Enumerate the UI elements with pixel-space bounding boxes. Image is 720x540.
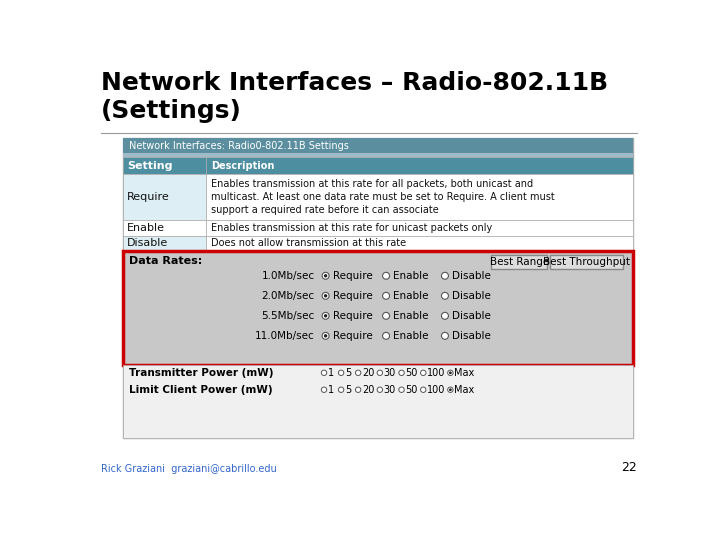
Text: 5: 5	[345, 368, 351, 378]
Circle shape	[321, 370, 327, 375]
Text: Limit Client Power (mW): Limit Client Power (mW)	[129, 384, 272, 395]
Circle shape	[322, 312, 329, 319]
Bar	[122, 174, 206, 220]
Text: Enables transmission at this rate for all packets, both unicast and: Enables transmission at this rate for al…	[211, 179, 533, 189]
Text: Enable: Enable	[393, 271, 428, 281]
Circle shape	[399, 387, 404, 393]
Circle shape	[377, 370, 382, 375]
Circle shape	[382, 292, 390, 299]
Text: 50: 50	[405, 384, 418, 395]
Text: 1.0Mb/sec: 1.0Mb/sec	[261, 271, 315, 281]
Text: Disable: Disable	[452, 271, 491, 281]
Circle shape	[449, 372, 451, 374]
Bar	[122, 138, 632, 438]
Bar	[122, 157, 206, 174]
Text: Disable: Disable	[452, 311, 491, 321]
Bar	[206, 220, 632, 236]
Text: Enable: Enable	[393, 291, 428, 301]
Text: Best Range: Best Range	[490, 257, 549, 267]
Text: 1: 1	[328, 368, 334, 378]
Text: Network Interfaces: Radio0-802.11B Settings: Network Interfaces: Radio0-802.11B Setti…	[129, 140, 348, 151]
Text: Data Rates:: Data Rates:	[129, 256, 202, 266]
Text: Require: Require	[333, 271, 372, 281]
Text: Enable: Enable	[127, 223, 165, 233]
Circle shape	[441, 333, 449, 339]
Text: 30: 30	[384, 384, 396, 395]
Circle shape	[420, 370, 426, 375]
Circle shape	[382, 333, 390, 339]
Bar	[122, 236, 206, 251]
Bar	[206, 157, 632, 174]
Circle shape	[382, 312, 390, 319]
Text: Network Interfaces – Radio-802.11B: Network Interfaces – Radio-802.11B	[101, 71, 608, 95]
Circle shape	[356, 370, 361, 375]
Circle shape	[338, 387, 344, 393]
Text: 5: 5	[345, 384, 351, 395]
Text: 11.0Mb/sec: 11.0Mb/sec	[255, 331, 315, 341]
Bar	[206, 236, 632, 251]
Text: Does not allow transmission at this rate: Does not allow transmission at this rate	[211, 239, 406, 248]
Circle shape	[324, 314, 328, 318]
Bar	[492, 255, 547, 269]
Circle shape	[324, 334, 328, 338]
Text: Setting: Setting	[127, 161, 173, 171]
Text: Disable: Disable	[127, 239, 168, 248]
Text: 50: 50	[405, 368, 418, 378]
Circle shape	[324, 294, 328, 298]
Text: 100: 100	[427, 384, 446, 395]
Circle shape	[338, 370, 344, 375]
Text: Rick Graziani  graziani@cabrillo.edu: Rick Graziani graziani@cabrillo.edu	[101, 464, 276, 475]
Circle shape	[356, 387, 361, 393]
Circle shape	[449, 388, 451, 391]
Text: Enables transmission at this rate for unicast packets only: Enables transmission at this rate for un…	[211, 223, 492, 233]
Text: Transmitter Power (mW): Transmitter Power (mW)	[129, 368, 274, 378]
Circle shape	[448, 370, 453, 375]
Text: 22: 22	[621, 462, 637, 475]
Circle shape	[448, 387, 453, 393]
Circle shape	[399, 370, 404, 375]
Text: Description: Description	[211, 161, 274, 171]
Bar	[122, 220, 206, 236]
Text: Max: Max	[454, 368, 474, 378]
Text: Require: Require	[127, 192, 170, 202]
Text: 30: 30	[384, 368, 396, 378]
Text: 20: 20	[362, 368, 374, 378]
Circle shape	[322, 292, 329, 299]
Circle shape	[321, 387, 327, 393]
Text: Disable: Disable	[452, 331, 491, 341]
Circle shape	[441, 312, 449, 319]
Text: 5.5Mb/sec: 5.5Mb/sec	[261, 311, 315, 321]
Circle shape	[420, 387, 426, 393]
Text: 2.0Mb/sec: 2.0Mb/sec	[261, 291, 315, 301]
Text: Disable: Disable	[452, 291, 491, 301]
Circle shape	[377, 387, 382, 393]
Text: 1: 1	[328, 384, 334, 395]
Bar	[549, 255, 624, 269]
Bar	[122, 153, 632, 157]
Text: Require: Require	[333, 311, 372, 321]
Text: 20: 20	[362, 384, 374, 395]
Text: Require: Require	[333, 291, 372, 301]
Bar	[122, 365, 632, 438]
Circle shape	[322, 333, 329, 339]
Text: multicast. At least one data rate must be set to Require. A client must: multicast. At least one data rate must b…	[211, 192, 554, 202]
Bar	[122, 138, 632, 153]
Text: 100: 100	[427, 368, 446, 378]
Circle shape	[382, 272, 390, 279]
Text: Require: Require	[333, 331, 372, 341]
Circle shape	[441, 292, 449, 299]
Text: Enable: Enable	[393, 331, 428, 341]
Circle shape	[324, 274, 328, 278]
Bar	[206, 174, 632, 220]
Circle shape	[441, 272, 449, 279]
Text: Enable: Enable	[393, 311, 428, 321]
Text: Best Throughput: Best Throughput	[543, 257, 630, 267]
Text: support a required rate before it can associate: support a required rate before it can as…	[211, 205, 438, 215]
Text: Max: Max	[454, 384, 474, 395]
Bar	[122, 251, 632, 365]
Circle shape	[322, 272, 329, 279]
Text: (Settings): (Settings)	[101, 99, 242, 123]
